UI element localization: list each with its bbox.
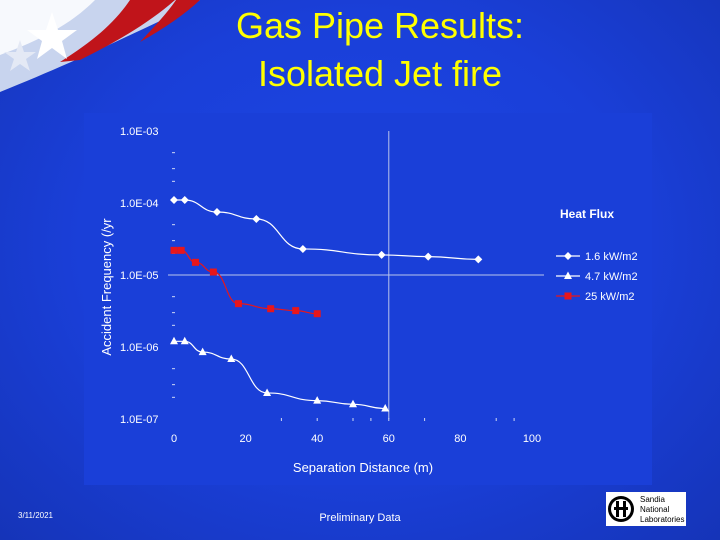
x-tick-label: 40 <box>311 433 323 445</box>
data-point <box>424 252 433 261</box>
data-point <box>234 300 242 308</box>
legend-title: Heat Flux <box>560 207 614 221</box>
data-point <box>209 268 217 276</box>
data-point <box>267 305 275 313</box>
y-tick-label: 1.0E-07 <box>120 414 159 426</box>
sandia-logo: Sandia National Laboratories <box>606 492 686 526</box>
data-point <box>474 255 483 264</box>
y-tick-label: 1.0E-06 <box>120 342 159 354</box>
data-point <box>381 403 390 412</box>
data-point <box>180 196 189 205</box>
series-line <box>173 340 386 410</box>
legend-marker <box>564 252 572 260</box>
y-tick-label: 1.0E-05 <box>120 270 159 282</box>
legend-label: 25 kW/m2 <box>585 291 635 303</box>
y-tick-label: 1.0E-03 <box>120 126 159 138</box>
legend-label: 4.7 kW/m2 <box>585 271 638 283</box>
flag-decoration <box>0 0 200 92</box>
data-point <box>212 207 221 216</box>
data-point <box>227 354 236 363</box>
data-point <box>191 258 199 266</box>
data-point <box>263 388 272 396</box>
title-line-1: Gas Pipe Results: <box>235 5 525 46</box>
data-point <box>252 214 261 223</box>
slide-title: Gas Pipe Results: Isolated Jet fire <box>150 2 610 98</box>
data-point <box>180 336 189 345</box>
data-point <box>292 307 300 315</box>
data-point <box>170 336 178 345</box>
y-tick-label: 1.0E-04 <box>120 198 159 210</box>
data-point <box>170 246 178 254</box>
title-line-2: Isolated Jet fire <box>257 53 503 94</box>
x-axis-title: Separation Distance (m) <box>293 460 433 475</box>
logo-text-2: National <box>640 505 670 514</box>
x-tick-label: 80 <box>454 433 466 445</box>
legend-marker <box>564 292 572 300</box>
data-point <box>170 196 178 205</box>
slide-date: 3/11/2021 <box>18 511 53 520</box>
data-point <box>298 244 307 253</box>
legend-marker <box>564 271 572 279</box>
chart-panel: 1.0E-03 1.0E-04 1.0E-05 1.0E-06 1.0E-07 0 20 40… <box>84 113 652 485</box>
logo-text-3: Laboratories <box>640 515 684 524</box>
data-point <box>313 310 321 318</box>
chart: 1.0E-03 1.0E-04 1.0E-05 1.0E-06 1.0E-07 0 20 40… <box>99 126 638 475</box>
series-line <box>174 199 479 260</box>
data-point <box>177 246 185 254</box>
legend-label: 1.6 kW/m2 <box>585 251 638 263</box>
x-tick-label: 0 <box>171 433 177 445</box>
data-point <box>349 399 357 408</box>
y-axis-title: Accident Frequency (/yr <box>99 218 114 356</box>
preliminary-note: Preliminary Data <box>319 512 401 524</box>
data-point <box>198 347 207 356</box>
x-tick-label: 100 <box>523 433 541 445</box>
logo-text-1: Sandia <box>640 495 665 504</box>
x-tick-label: 60 <box>383 433 395 445</box>
data-point <box>377 250 386 259</box>
data-point <box>313 396 322 404</box>
x-tick-label: 20 <box>239 433 251 445</box>
